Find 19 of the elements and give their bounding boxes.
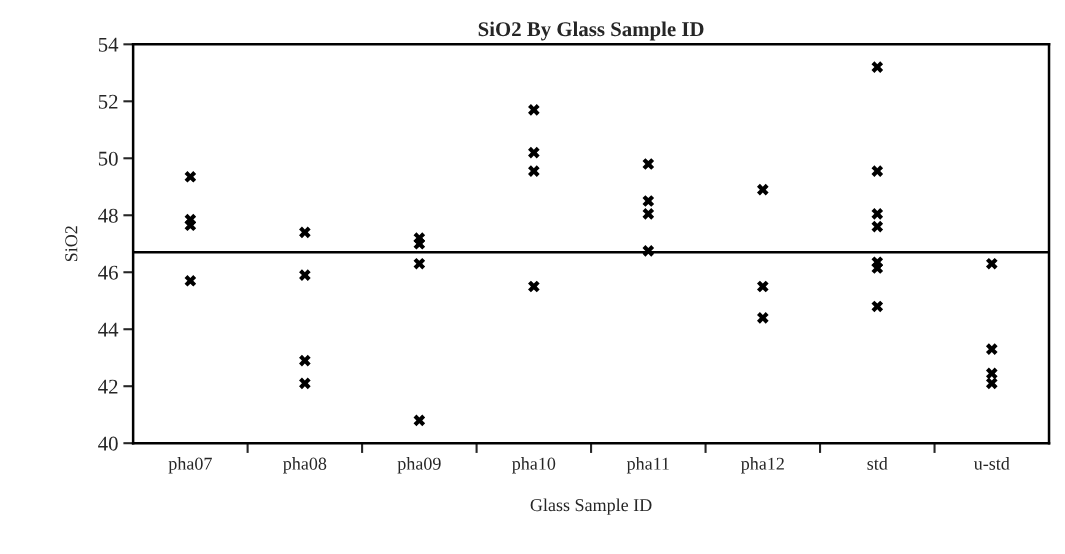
x-tick-label: pha11 — [626, 457, 669, 474]
x-tick-label: u-std — [973, 457, 1010, 470]
y-axis-title: SiO2 — [65, 226, 78, 262]
y-tick-label: 44 — [98, 322, 119, 337]
y-tick-label: 46 — [98, 265, 118, 280]
x-tick-label: pha10 — [512, 457, 556, 474]
y-tick-label: 54 — [98, 37, 119, 52]
y-tick-label: 52 — [98, 94, 118, 109]
x-axis-title: Glass Sample ID — [530, 498, 652, 515]
x-tick-label: pha09 — [397, 457, 441, 474]
x-tick-label: std — [867, 457, 888, 470]
x-tick-label: pha08 — [283, 457, 327, 474]
y-tick-label: 42 — [98, 379, 118, 394]
x-tick-label: pha07 — [168, 457, 212, 474]
x-tick-label: pha12 — [741, 457, 784, 474]
chart-title: SiO2 By Glass Sample ID — [478, 21, 704, 41]
y-tick-label: 40 — [98, 436, 118, 451]
y-tick-label: 48 — [98, 208, 118, 223]
y-tick-label: 50 — [98, 151, 118, 166]
